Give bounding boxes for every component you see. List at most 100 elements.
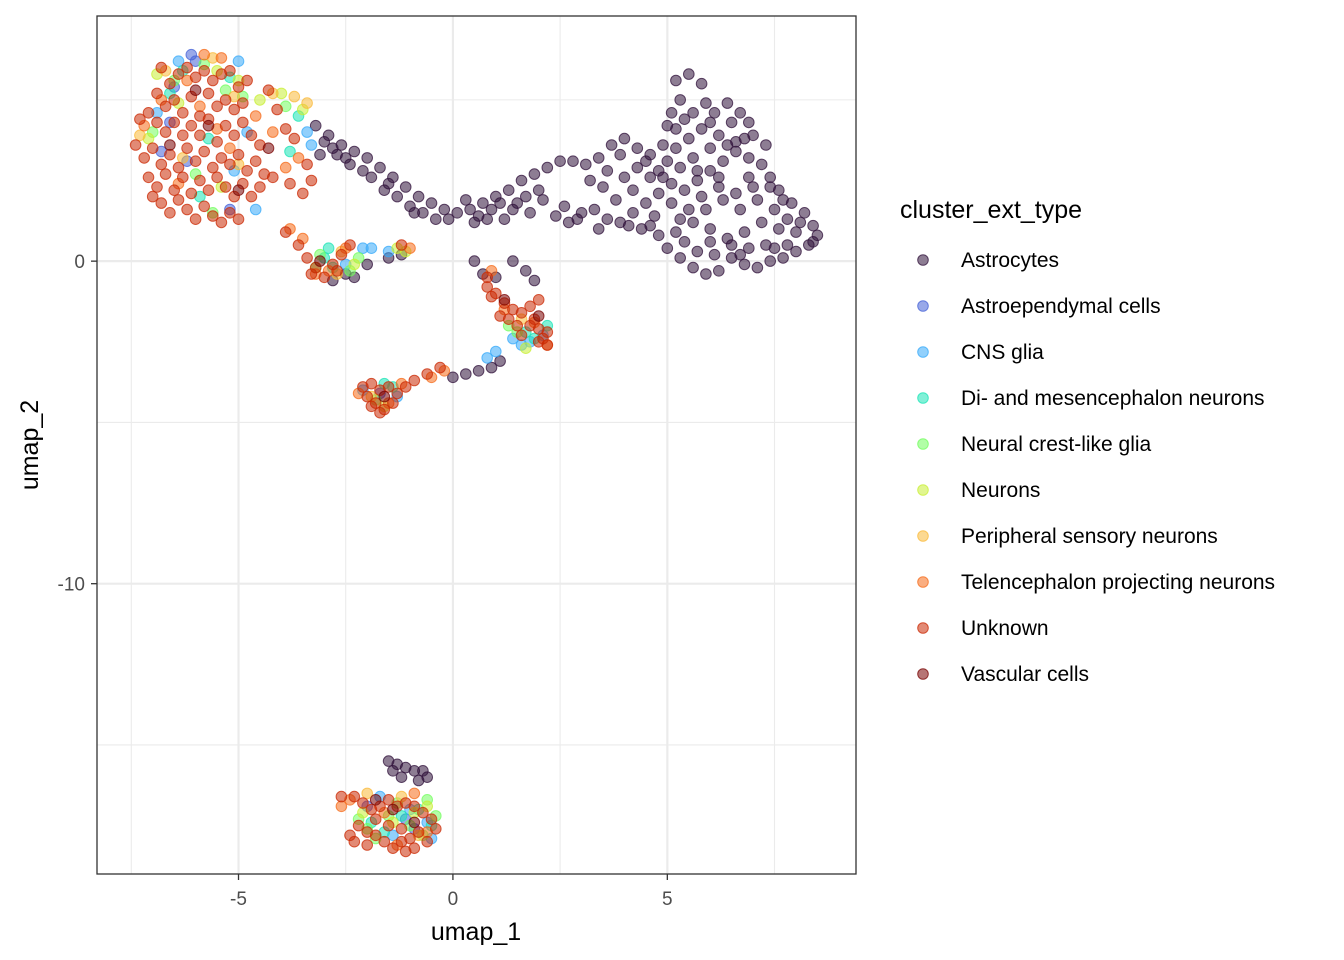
data-point — [460, 194, 472, 206]
data-point — [361, 839, 374, 851]
data-point — [631, 142, 644, 154]
data-point — [151, 116, 163, 129]
data-point — [738, 226, 751, 238]
data-point — [194, 129, 206, 142]
data-point — [305, 268, 318, 280]
data-point — [755, 216, 768, 229]
data-point — [249, 203, 262, 216]
data-point — [348, 835, 361, 848]
data-point — [301, 126, 313, 138]
data-point — [412, 826, 425, 838]
data-point — [292, 152, 305, 164]
data-point — [644, 171, 657, 184]
data-point — [267, 126, 279, 138]
data-point — [408, 207, 421, 219]
data-point — [254, 181, 266, 193]
data-point — [245, 190, 258, 203]
data-point — [550, 210, 562, 222]
data-point — [262, 142, 275, 154]
data-point — [185, 187, 198, 200]
data-point — [747, 181, 759, 193]
data-point — [249, 110, 262, 122]
data-point — [751, 261, 764, 274]
data-point — [288, 90, 301, 103]
data-point — [622, 219, 635, 232]
data-point — [597, 181, 609, 193]
data-point — [202, 119, 215, 132]
data-point — [249, 155, 262, 167]
data-point — [284, 145, 296, 158]
data-point — [207, 210, 219, 222]
data-point — [755, 158, 768, 171]
data-point — [408, 842, 421, 855]
data-point — [425, 197, 438, 209]
data-point — [177, 171, 189, 184]
legend-key — [917, 392, 929, 404]
data-point — [717, 155, 729, 167]
data-point — [134, 113, 146, 125]
x-tick-label: -5 — [230, 889, 247, 910]
legend: cluster_ext_type Astrocytes Astroependyma… — [900, 196, 1275, 686]
data-point — [687, 152, 699, 164]
data-point — [773, 223, 785, 235]
legend-title: cluster_ext_type — [900, 196, 1082, 224]
data-point — [532, 294, 545, 306]
data-point — [502, 184, 515, 196]
data-point — [172, 194, 185, 206]
data-point — [687, 261, 699, 274]
data-point — [168, 94, 180, 106]
data-point — [665, 177, 678, 190]
data-point — [348, 145, 361, 158]
data-point — [314, 255, 326, 267]
data-point — [374, 406, 386, 419]
data-point — [674, 252, 687, 264]
data-point — [807, 236, 819, 248]
data-point — [738, 132, 751, 145]
data-point — [652, 229, 665, 242]
data-point — [412, 774, 425, 787]
data-point — [524, 207, 536, 219]
legend-item: Peripheral sensory neurons — [917, 525, 1218, 548]
data-point — [790, 245, 802, 258]
data-point — [743, 116, 755, 129]
legend-item: Di- and mesencephalon neurons — [917, 387, 1265, 410]
legend-label: Telencephalon projecting neurons — [961, 571, 1275, 594]
data-point — [670, 74, 682, 87]
data-point — [524, 319, 536, 332]
data-point — [164, 207, 176, 219]
data-point — [764, 255, 777, 267]
legend-key — [917, 300, 929, 312]
data-point — [683, 132, 695, 145]
data-point — [387, 803, 399, 816]
data-point — [481, 271, 494, 284]
data-point — [232, 148, 245, 161]
data-point — [481, 213, 494, 225]
legend-key — [917, 438, 929, 450]
y-axis-title: umap_2 — [16, 400, 44, 490]
legend-label: Vascular cells — [961, 663, 1089, 686]
data-point — [146, 142, 159, 154]
data-point — [198, 145, 210, 158]
data-point — [691, 174, 704, 187]
data-point — [292, 239, 305, 251]
data-point — [713, 129, 725, 142]
data-point — [361, 390, 374, 403]
data-point — [511, 319, 524, 332]
legend-label: Neurons — [961, 479, 1040, 502]
data-point — [224, 158, 236, 171]
data-point — [507, 203, 519, 216]
legend-item: CNS glia — [917, 341, 1044, 364]
data-point — [309, 119, 322, 132]
data-point — [164, 139, 176, 151]
legend-item: Neural crest-like glia — [917, 433, 1152, 456]
x-tick-label: 0 — [448, 889, 459, 910]
data-point — [241, 74, 253, 87]
data-point — [464, 203, 476, 216]
data-point — [691, 245, 704, 258]
legend-item: Vascular cells — [917, 663, 1089, 686]
data-point — [721, 139, 734, 151]
data-point — [704, 142, 717, 154]
data-point — [704, 223, 717, 235]
data-point — [142, 171, 155, 184]
data-point — [708, 248, 721, 261]
